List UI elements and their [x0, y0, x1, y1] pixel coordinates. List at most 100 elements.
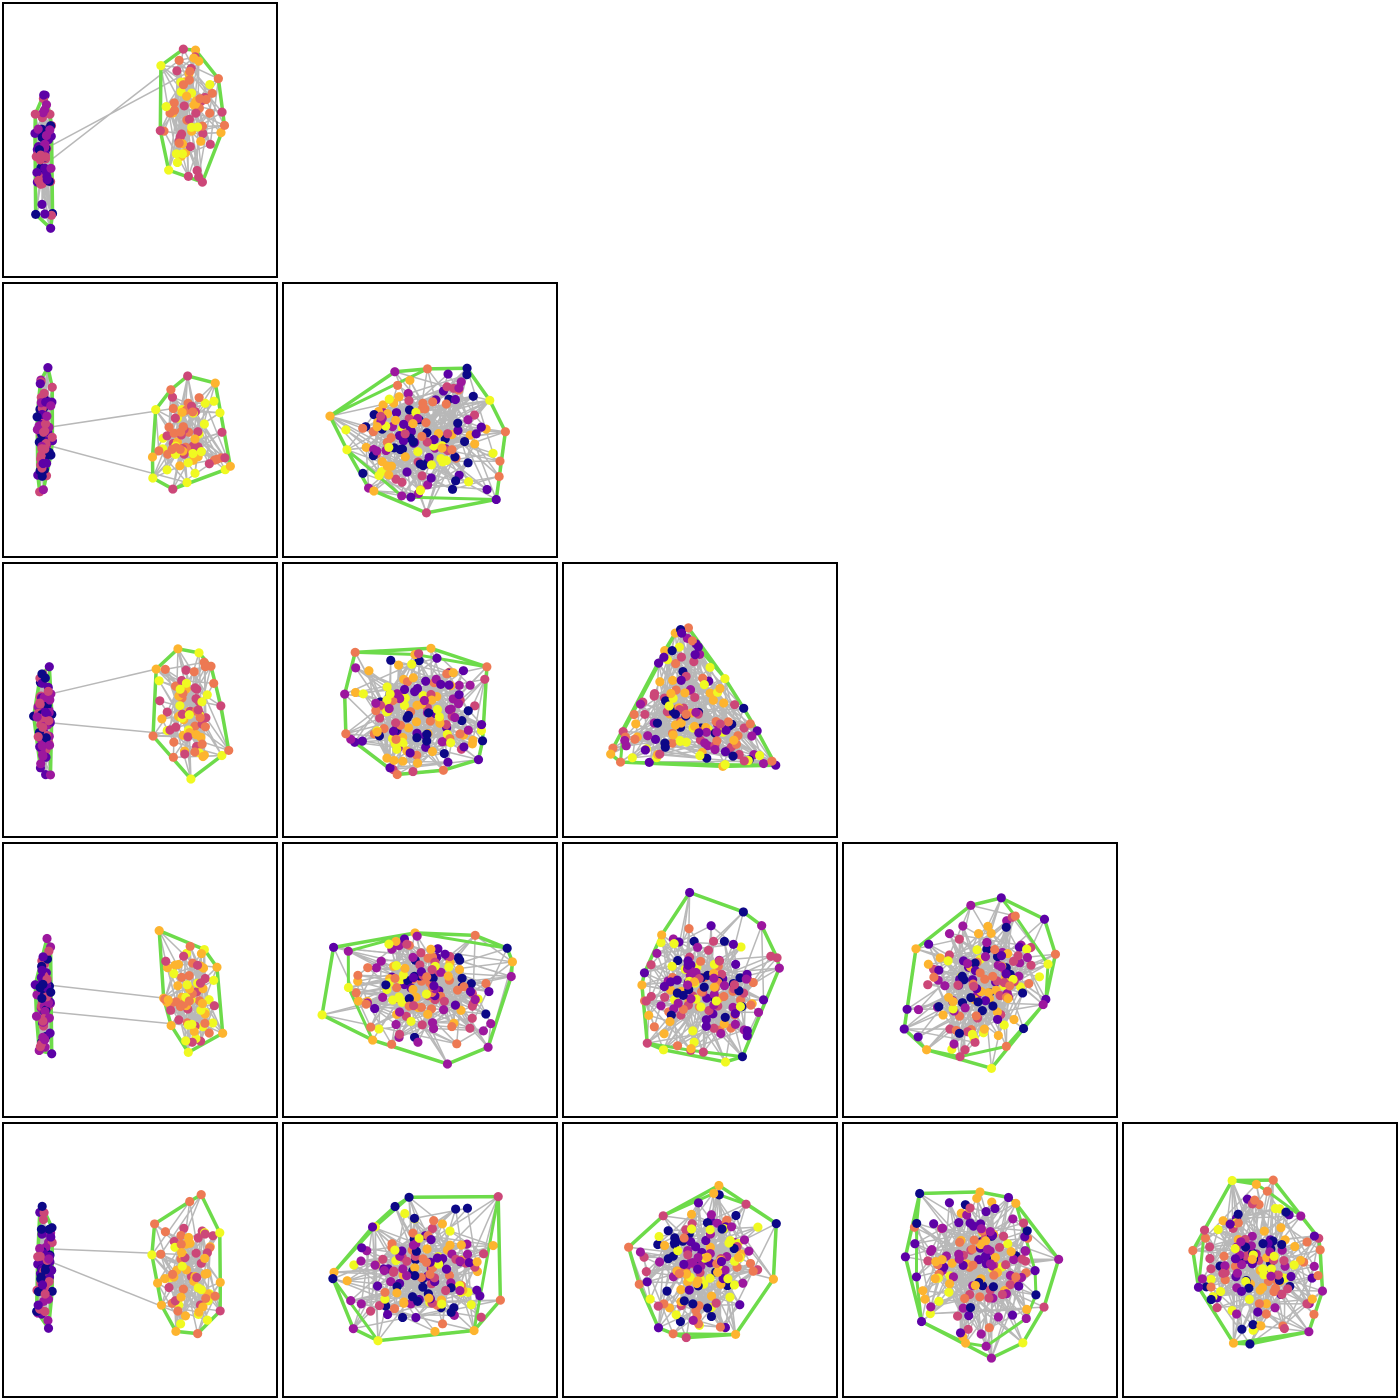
graph-node: [443, 971, 453, 981]
graph-node: [484, 986, 494, 997]
graph-node: [384, 442, 394, 452]
graph-node: [171, 1326, 181, 1336]
graph-node: [408, 766, 418, 777]
bridge-edge: [40, 59, 180, 169]
graph-node: [182, 980, 192, 990]
graph-node: [709, 982, 720, 992]
graph-node: [938, 1010, 948, 1020]
graph-node: [701, 1015, 711, 1025]
graph-node: [197, 998, 208, 1009]
graph-node: [507, 957, 518, 967]
graph-edge: [474, 934, 513, 963]
graph-edge: [151, 1201, 191, 1256]
graph-node: [167, 1269, 178, 1279]
graph-node: [399, 684, 410, 695]
graph-node: [1038, 999, 1048, 1010]
graph-node: [644, 1010, 654, 1020]
graph-node: [38, 1214, 48, 1225]
graph-node: [676, 652, 687, 662]
graph-node: [426, 473, 436, 483]
graph-node: [422, 972, 432, 982]
graph-node: [44, 740, 55, 750]
bridge-edge: [46, 444, 188, 484]
graph-edge: [970, 904, 1016, 917]
graph-node: [370, 1003, 380, 1014]
graph-node: [154, 446, 164, 456]
graph-node: [364, 666, 374, 676]
graph-node: [686, 1044, 696, 1054]
graph-node: [958, 921, 968, 931]
graph-node: [46, 163, 56, 173]
graph-node: [719, 698, 729, 708]
graph-node: [422, 736, 432, 746]
graph-node: [164, 165, 174, 175]
graph-node: [351, 663, 361, 673]
graph-node: [36, 759, 46, 769]
graph-node: [686, 994, 696, 1004]
graph-node: [400, 963, 410, 973]
graph-node: [421, 989, 432, 999]
graph-node: [667, 961, 677, 971]
graph-edge: [731, 723, 773, 762]
graph-node: [37, 965, 47, 975]
graph-node: [494, 471, 504, 482]
graph-node: [720, 1012, 730, 1022]
graph-node: [173, 981, 183, 991]
graph-node: [43, 686, 53, 696]
panel-plot: [30, 926, 228, 1059]
graph-node: [378, 400, 388, 410]
graph-node: [42, 175, 52, 185]
graph-node: [162, 465, 172, 475]
graph-node: [196, 136, 206, 146]
graph-node: [753, 1007, 764, 1017]
graph-edge: [169, 686, 177, 731]
graph-node: [46, 401, 56, 411]
graph-node: [719, 991, 729, 1002]
graph-node: [47, 1049, 57, 1059]
graph-node: [30, 109, 40, 119]
graph-node: [190, 434, 200, 444]
graph-node: [194, 56, 204, 66]
graph-node: [217, 750, 227, 761]
panel-plot: [637, 887, 784, 1067]
graph-node: [369, 486, 379, 496]
graph-node: [212, 962, 222, 972]
graph-node: [328, 942, 339, 952]
graph-node: [343, 982, 354, 993]
graph-node: [174, 138, 184, 148]
graph-node: [960, 1003, 970, 1013]
graph-node: [41, 733, 51, 743]
graph-node: [181, 665, 191, 675]
graph-node: [480, 674, 490, 684]
graph-node: [444, 680, 454, 690]
graph-node: [745, 719, 755, 729]
graph-node: [485, 395, 495, 405]
graph-node: [728, 939, 738, 949]
graph-node: [412, 758, 423, 768]
graph-node: [615, 757, 626, 767]
graph-node: [404, 396, 414, 406]
node-group: [30, 926, 228, 1059]
graph-node: [358, 468, 368, 478]
graph-node: [467, 1013, 477, 1023]
graph-node: [181, 1036, 191, 1046]
graph-node: [424, 452, 434, 463]
edge-group: [35, 1194, 221, 1334]
graph-node: [381, 980, 391, 990]
graph-node: [1018, 988, 1028, 998]
graph-node: [393, 660, 404, 670]
graph-node: [40, 1035, 50, 1045]
graph-node: [439, 1005, 449, 1015]
graph-node: [427, 1018, 438, 1028]
graph-node: [217, 427, 227, 437]
graph-node: [187, 1019, 197, 1029]
graph-node: [162, 431, 172, 441]
graph-node: [979, 1024, 989, 1034]
graph-edge: [947, 905, 972, 998]
projection-panel-r5-c1: [2, 1122, 278, 1398]
graph-node: [658, 1045, 669, 1055]
graph-node: [677, 628, 687, 638]
graph-node: [177, 709, 187, 719]
graph-node: [467, 739, 477, 749]
graph-node: [972, 945, 982, 955]
